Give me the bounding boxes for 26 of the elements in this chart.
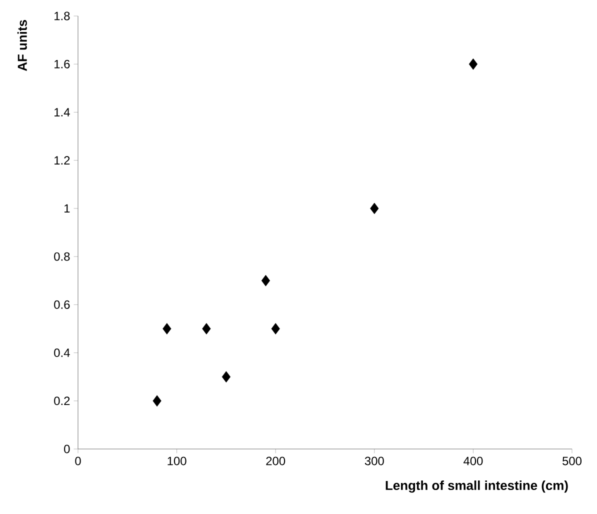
point <box>468 58 478 70</box>
point <box>261 274 270 286</box>
y-tick-label: 0.2 <box>54 396 70 406</box>
x-tick-label: 500 <box>562 456 582 466</box>
point <box>370 202 379 214</box>
x-tick-label: 0 <box>75 456 81 466</box>
y-tick-label: 1.8 <box>54 12 70 20</box>
x-tick-label: 200 <box>266 456 286 466</box>
x-axis-title: Length of small intestine (cm) <box>386 480 568 493</box>
point <box>222 371 231 383</box>
y-tick-label: 0.8 <box>54 252 70 261</box>
y-tick-label: 0.4 <box>54 348 70 357</box>
y-tick-label: 1.4 <box>54 108 70 116</box>
x-tick-label: 400 <box>464 456 483 466</box>
y-tick-label: 0.6 <box>54 300 70 309</box>
x-tick-label: 100 <box>168 456 186 466</box>
point <box>202 323 211 334</box>
y-tick-label: 1.6 <box>54 60 70 68</box>
y-tick-label: 0 <box>64 444 70 454</box>
x-tick-label: 300 <box>364 456 384 466</box>
point <box>162 323 172 334</box>
point <box>152 395 162 407</box>
y-tick-label: 1.2 <box>54 156 70 165</box>
y-axis-title: AF units <box>17 20 27 71</box>
point <box>271 323 280 334</box>
y-tick-label: 1 <box>64 204 70 213</box>
